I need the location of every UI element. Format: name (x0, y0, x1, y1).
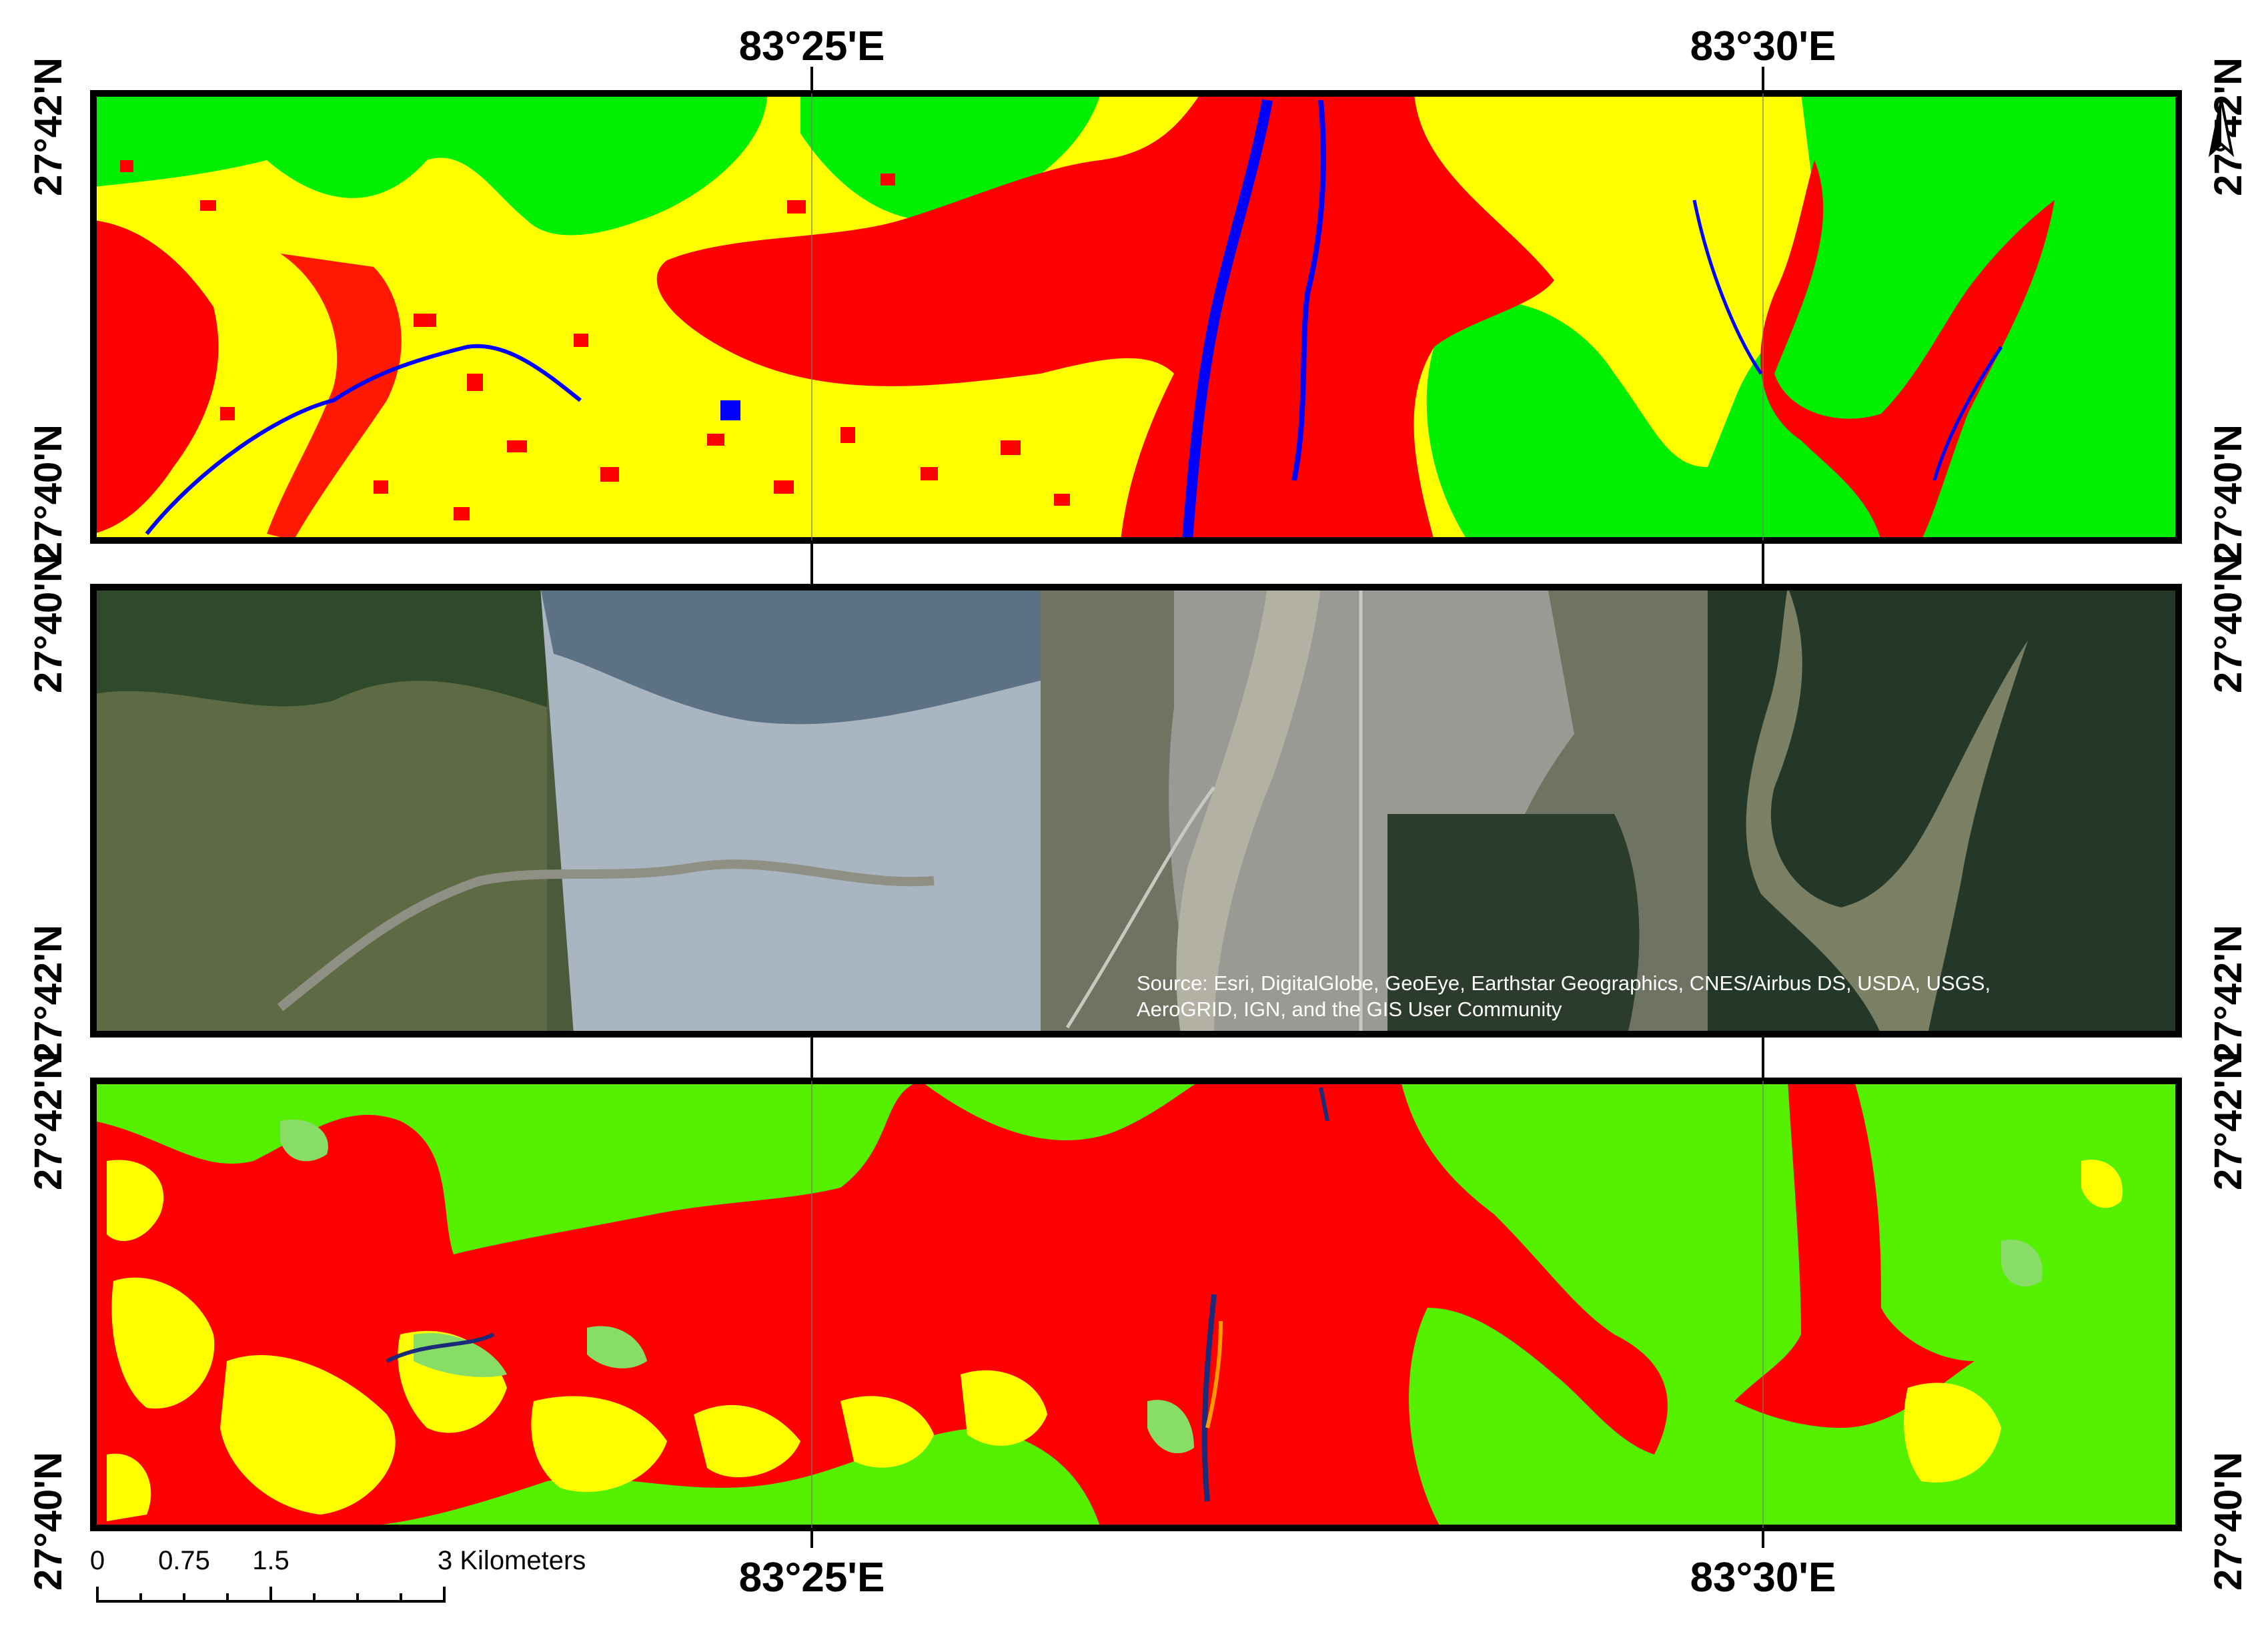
imagery-source-line-1: Source: Esri, DigitalGlobe, GeoEye, Eart… (1137, 971, 1991, 995)
stream (145, 344, 582, 535)
scale-bar: 0 0.75 1.5 3 Kilometers (90, 1546, 586, 1603)
imagery-source-line-2: AeroGRID, IGN, and the GIS User Communit… (1137, 997, 1562, 1021)
latitude-label-p1-top-right: 27°42'N (2207, 57, 2250, 196)
latitude-label-p3-top-left: 27°42'N (27, 1052, 70, 1190)
water-patch (720, 400, 740, 420)
graticule-ticks (810, 67, 1764, 1548)
forest-area (1788, 93, 2179, 358)
longitude-label-top-1: 83°25'E (739, 23, 885, 69)
road-line (1065, 786, 1216, 1029)
north-arrow-icon (2208, 99, 2235, 157)
latitude-label-p3-bottom-right: 27°40'N (2207, 1452, 2250, 1591)
latitude-label-p2-top-right: 27°40'N (2207, 554, 2250, 693)
latitude-label-p2-top-left: 27°40'N (27, 554, 70, 693)
latitude-label-p2-bottom-right: 27°42'N (2207, 925, 2250, 1064)
river (1182, 99, 1273, 540)
water-channel (1205, 1320, 1223, 1429)
imagery-panel: Source: Esri, DigitalGlobe, GeoEye, Eart… (93, 587, 2179, 1034)
panel-1-frame (90, 90, 2182, 544)
latitude-label-p1-bottom-left: 27°40'N (27, 424, 70, 563)
builtup-area (656, 93, 1554, 540)
water-channel (1319, 1087, 1329, 1122)
longitude-label-bottom-2: 83°30'E (1690, 1555, 1836, 1601)
scale-label-1-5: 1.5 (252, 1546, 290, 1575)
builtup-area (93, 220, 219, 534)
classification-panel-1 (93, 93, 2179, 540)
forest-hills (93, 587, 547, 707)
classification-panel-3 (93, 1081, 2179, 1528)
water-channel (1201, 1294, 1217, 1502)
grassland-patches (280, 1120, 2043, 1454)
river-bed (1176, 587, 1321, 1034)
panel-2-frame (90, 584, 2182, 1038)
scale-label-0-75: 0.75 (158, 1546, 210, 1575)
stream (1692, 199, 1763, 375)
latitude-label-p1-top-left: 27°42'N (27, 57, 70, 196)
hazy-forest (540, 587, 1041, 725)
builtup-area (267, 254, 402, 540)
forest-area (800, 93, 1101, 220)
longitude-label-top-2: 83°30'E (1690, 23, 1836, 69)
panel-3-frame (90, 1078, 2182, 1531)
valley-settlement (1746, 587, 2028, 1034)
latitude-label-p2-bottom-left: 27°42'N (27, 925, 70, 1064)
scale-label-3-km: 3 Kilometers (438, 1546, 586, 1575)
latitude-label-p3-bottom-left: 27°40'N (27, 1452, 70, 1591)
forest-area (527, 93, 767, 236)
river-line (277, 859, 935, 1011)
river (1291, 99, 1326, 481)
builtup-speckle (120, 160, 1070, 520)
forest-area (93, 93, 527, 220)
graticule-lines (811, 93, 1764, 1528)
forest-patch (1387, 814, 1640, 1034)
scale-label-0: 0 (90, 1546, 105, 1575)
water-channel (386, 1332, 495, 1363)
latitude-label-p3-top-right: 27°42'N (2207, 1052, 2250, 1190)
builtup-area (1760, 160, 2055, 540)
longitude-label-bottom-1: 83°25'E (739, 1555, 885, 1601)
latitude-label-p1-bottom-right: 27°40'N (2207, 424, 2250, 563)
stream (1932, 346, 2003, 481)
builtup-area (1734, 1081, 1974, 1428)
